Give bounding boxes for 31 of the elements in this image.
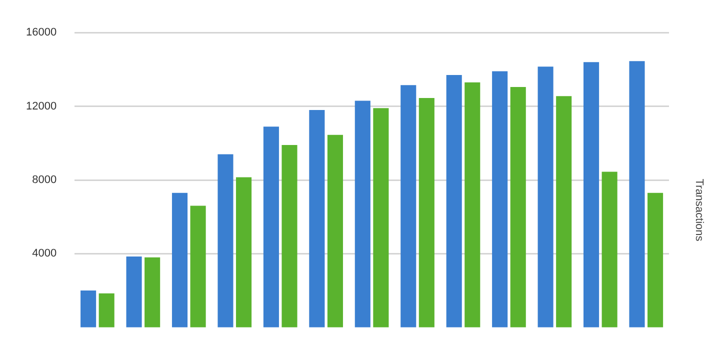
bar bbox=[126, 256, 142, 328]
y-tick-label: 8000 bbox=[32, 174, 57, 186]
y-tick-label: 16000 bbox=[26, 26, 57, 39]
bar bbox=[464, 82, 480, 328]
bar bbox=[556, 96, 572, 328]
bar bbox=[309, 110, 325, 328]
y-tick-label: 12000 bbox=[26, 100, 57, 112]
bar bbox=[218, 154, 234, 328]
bar bbox=[629, 61, 645, 328]
bar bbox=[236, 177, 252, 328]
bar bbox=[418, 98, 434, 328]
bar bbox=[583, 62, 600, 328]
bar bbox=[80, 290, 96, 328]
y2-axis-title: Transactions bbox=[692, 178, 705, 242]
bar bbox=[263, 126, 279, 328]
y-tick-label: 4000 bbox=[32, 248, 57, 260]
bar bbox=[327, 134, 343, 328]
bar bbox=[492, 71, 508, 328]
bar bbox=[446, 74, 462, 328]
bar bbox=[172, 192, 188, 328]
bar bbox=[510, 86, 526, 328]
bar bbox=[354, 100, 370, 328]
bar bbox=[648, 192, 664, 328]
bar bbox=[538, 66, 554, 328]
bar bbox=[373, 108, 389, 328]
bar bbox=[144, 257, 160, 328]
bar bbox=[602, 172, 618, 328]
bar bbox=[400, 85, 416, 328]
bar bbox=[190, 206, 206, 328]
bar bbox=[282, 144, 298, 328]
bar bbox=[98, 293, 114, 328]
